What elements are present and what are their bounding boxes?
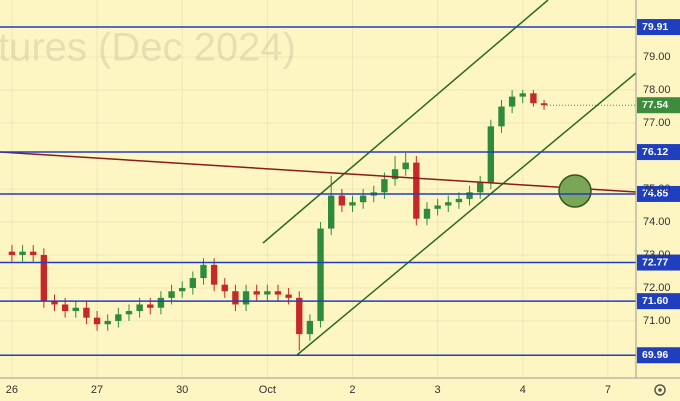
trend-line: [0, 151, 637, 193]
x-tick-label: 26: [6, 384, 18, 396]
level-label-box: [637, 19, 680, 36]
x-tick-label: Oct: [259, 384, 276, 396]
x-tick-label: 7: [605, 384, 611, 396]
candle-body: [125, 311, 133, 315]
candle-body: [359, 195, 367, 203]
candle-body: [477, 182, 484, 193]
candle-body: [51, 301, 58, 305]
candle-body: [328, 195, 335, 229]
level-label: 69.96: [642, 349, 668, 361]
candle-body: [285, 294, 292, 298]
y-tick-label: 75.00: [643, 183, 671, 195]
candle-body: [242, 291, 250, 305]
candle-body: [264, 291, 271, 295]
y-tick-label: 73.00: [643, 249, 671, 261]
candle-body: [168, 291, 175, 298]
settings-icon[interactable]: [654, 384, 666, 396]
level-label: 79.91: [642, 21, 668, 33]
candle-body: [306, 320, 314, 335]
level-label-box: [637, 144, 680, 161]
candle-body: [179, 287, 186, 292]
candle-body: [210, 264, 218, 285]
candle-body: [8, 251, 16, 255]
level-label-box: [637, 185, 680, 202]
candle-body: [487, 126, 495, 183]
candle-body: [338, 195, 346, 206]
candle-body: [253, 291, 260, 295]
y-tick-label: 79.00: [643, 51, 671, 63]
candle-body: [519, 93, 526, 97]
x-tick-label: 4: [520, 384, 526, 396]
level-label: 74.85: [642, 188, 668, 200]
channel-lower: [296, 72, 637, 356]
candle-body: [540, 103, 548, 106]
candle-body: [30, 251, 37, 255]
candle-body: [19, 251, 26, 255]
candle-body: [498, 106, 505, 127]
candle-body: [349, 202, 356, 206]
level-label: 76.12: [642, 146, 668, 158]
candle-body: [40, 254, 48, 302]
x-tick-label: 30: [176, 384, 188, 396]
candle-body: [104, 320, 111, 325]
candle-body: [381, 179, 388, 193]
level-label: 71.60: [642, 295, 668, 307]
x-tick-label: 3: [435, 384, 441, 396]
candle-body: [221, 284, 228, 292]
y-tick-label: 78.00: [643, 84, 671, 96]
candle-body: [83, 307, 90, 318]
last-price-label: 77.54: [642, 99, 668, 111]
settings-icon-center: [658, 388, 662, 392]
candle-body: [296, 297, 303, 335]
level-label-box: [637, 254, 680, 271]
candle-body: [61, 304, 69, 312]
candle-body: [466, 192, 473, 199]
watermark: tures (Dec 2024): [0, 26, 296, 70]
candle-body: [530, 93, 537, 104]
candle-body: [455, 198, 463, 203]
candle-body: [402, 162, 409, 170]
level-label-box: [637, 347, 680, 364]
candle-body: [434, 205, 441, 209]
candle-body: [274, 291, 282, 295]
candle-body: [445, 202, 452, 206]
candle-body: [157, 297, 165, 308]
candle-body: [391, 169, 399, 180]
marker-circle: [558, 174, 592, 208]
y-tick-label: 74.00: [643, 216, 671, 228]
candle-body: [200, 264, 207, 279]
level-label: 72.77: [642, 256, 668, 268]
candle-body: [93, 317, 101, 325]
last-price-box: [637, 97, 680, 114]
y-tick-label: 71.00: [643, 315, 671, 327]
candle-body: [317, 228, 324, 321]
candle-body: [232, 291, 239, 305]
y-tick-label: 72.00: [643, 282, 671, 294]
x-tick-label: 2: [349, 384, 355, 396]
candle-body: [413, 162, 420, 219]
candle-body: [72, 307, 79, 312]
channel-upper: [262, 0, 549, 244]
y-tick-label: 77.00: [643, 117, 671, 129]
level-label-box: [637, 293, 680, 310]
x-tick-label: 27: [91, 384, 103, 396]
candle-body: [423, 208, 431, 219]
candle-body: [147, 304, 154, 308]
candle-body: [136, 304, 143, 312]
candle-body: [189, 278, 197, 288]
candle-body: [508, 96, 516, 107]
candle-body: [115, 314, 122, 321]
